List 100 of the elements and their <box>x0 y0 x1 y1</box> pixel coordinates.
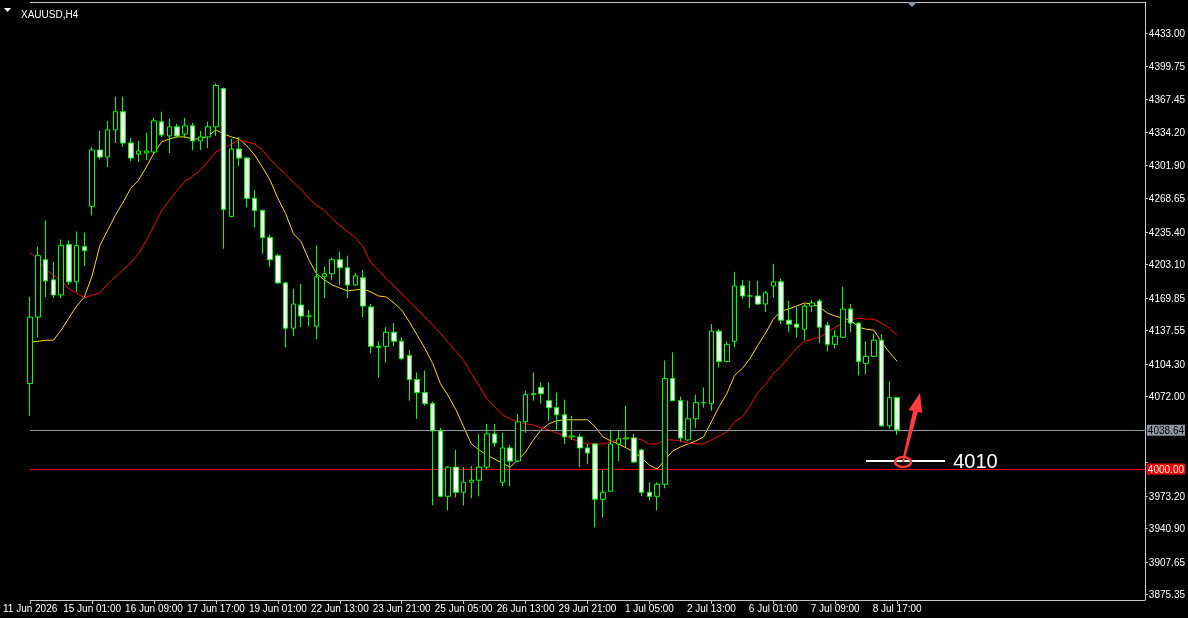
y-tick-label: 4367.45 <box>1148 93 1186 105</box>
candlestick <box>221 87 226 250</box>
y-tick-label: 4072.00 <box>1148 391 1186 403</box>
candlestick <box>314 245 319 340</box>
candlestick <box>469 465 474 499</box>
x-tick-label: 15 Jun 01:00 <box>63 602 122 614</box>
candlestick <box>809 299 815 313</box>
candlestick <box>523 390 528 434</box>
candlestick <box>678 396 683 443</box>
candlestick <box>585 443 590 465</box>
x-tick-label: 26 Jun 13:00 <box>496 602 555 614</box>
candlestick <box>562 399 567 445</box>
candlestick <box>554 392 559 431</box>
candlestick <box>600 469 606 518</box>
candlestick <box>167 118 172 154</box>
candlestick <box>236 136 242 167</box>
candlestick <box>848 303 853 333</box>
annotation: 4010 <box>953 450 998 473</box>
candlestick <box>492 423 497 448</box>
candlestick <box>120 96 126 148</box>
text: XAUUSD,H4 <box>21 8 79 20</box>
x-tick-label: 16 Jun 09:00 <box>125 602 184 614</box>
y-tick-label: 4301.90 <box>1148 159 1186 171</box>
candlestick <box>329 257 335 281</box>
candlestick <box>198 130 203 151</box>
candlestick <box>662 359 668 489</box>
candlestick <box>337 251 343 286</box>
y-tick-label: 4399.75 <box>1148 61 1186 73</box>
candlestick <box>97 130 103 160</box>
candlestick <box>825 321 830 352</box>
candlestick <box>136 140 141 163</box>
candlestick <box>229 138 234 218</box>
candlestick <box>856 321 861 376</box>
candlestick <box>213 83 219 137</box>
candlestick <box>515 413 521 463</box>
candlestick <box>531 371 536 402</box>
candlestick <box>500 432 505 487</box>
candlestick <box>51 261 56 299</box>
candlestick <box>832 329 838 349</box>
candlestick <box>89 146 95 216</box>
y-tick-label: 3973.20 <box>1148 490 1186 502</box>
candlestick <box>476 433 482 497</box>
candlestick <box>887 381 892 430</box>
ref-line-label: 4000.00 <box>1147 463 1185 475</box>
x-tick-label: 29 Jun 21:00 <box>558 602 617 614</box>
candlestick <box>66 240 72 286</box>
candlestick <box>113 96 118 144</box>
x-tick-label: 1 Jul 05:00 <box>624 602 675 614</box>
x-tick-label: 19 Jun 01:00 <box>248 602 308 614</box>
candlestick <box>144 132 149 161</box>
candlestick <box>407 349 412 402</box>
y-tick-label: 4169.85 <box>1148 292 1186 304</box>
candlestick <box>709 323 714 412</box>
candlestick <box>484 423 490 470</box>
candlestick <box>105 120 110 168</box>
candlestick <box>190 122 195 151</box>
candlestick <box>747 280 753 309</box>
candlestick <box>670 351 675 402</box>
candlestick <box>693 394 699 429</box>
candlestick <box>298 283 304 328</box>
x-tick-label: 6 Jul 01:00 <box>748 602 799 614</box>
x-tick-label: 7 Jul 09:00 <box>810 602 861 614</box>
y-tick-label: 4104.30 <box>1148 358 1186 370</box>
candlestick <box>399 336 404 361</box>
y-tick-label: 3907.65 <box>1148 556 1186 568</box>
candlestick <box>716 328 722 368</box>
candlestick <box>879 333 884 428</box>
y-tick-label: 4137.55 <box>1148 325 1186 337</box>
candlestick <box>616 430 621 462</box>
y-tick-label: 3875.35 <box>1148 589 1186 601</box>
candlestick <box>817 298 822 344</box>
candlestick <box>445 465 451 511</box>
candlestick <box>592 442 598 529</box>
candlestick <box>802 303 807 341</box>
candlestick <box>461 466 466 506</box>
candlestick <box>724 340 730 363</box>
candlestick <box>507 444 513 487</box>
x-tick-label: 23 Jun 21:00 <box>372 602 432 614</box>
candlestick <box>205 121 211 149</box>
candlestick <box>794 306 799 338</box>
candlestick <box>453 449 459 498</box>
candlestick <box>58 239 64 299</box>
candlestick <box>740 279 745 300</box>
candlestick <box>306 309 312 327</box>
candlestick <box>430 401 435 506</box>
y-tick-label: 4334.20 <box>1148 127 1186 139</box>
candlestick <box>267 234 273 268</box>
candlestick <box>376 340 381 379</box>
candlestick <box>631 433 637 464</box>
candlestick <box>27 296 33 417</box>
candlestick <box>538 382 544 405</box>
candlestick <box>159 111 164 138</box>
candlestick <box>863 340 869 375</box>
candlestick <box>322 266 327 299</box>
candlestick <box>43 219 48 298</box>
candlestick <box>283 281 288 348</box>
candlestick <box>871 333 877 357</box>
candlestick <box>546 382 552 422</box>
candlestick <box>786 300 792 333</box>
candlestick <box>151 117 157 154</box>
